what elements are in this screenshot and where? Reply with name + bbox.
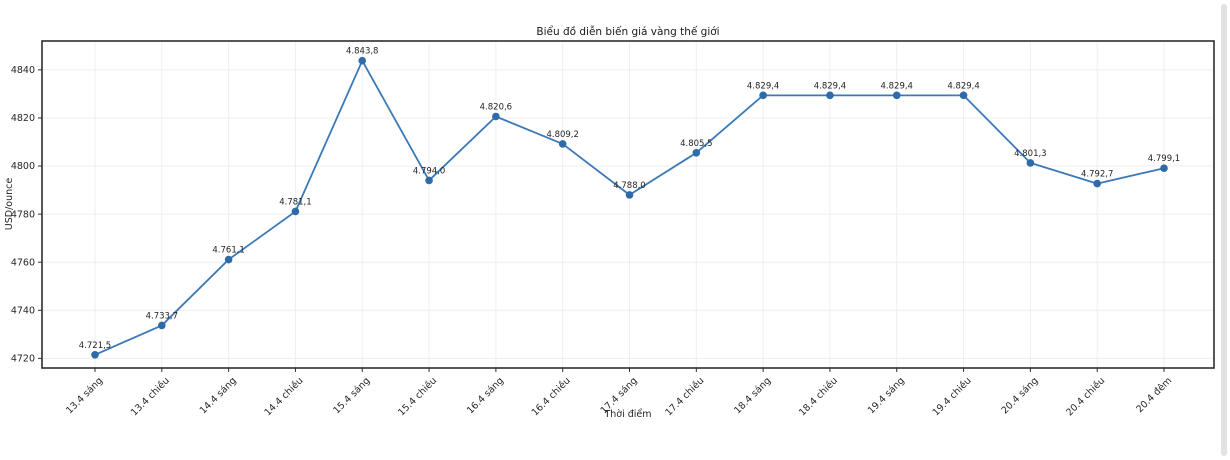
- data-point: [759, 91, 767, 100]
- x-tick-label: 16.4 sáng: [465, 375, 506, 416]
- data-point-label: 4.781,1: [279, 197, 311, 207]
- data-point: [1160, 164, 1168, 172]
- data-point: [158, 321, 166, 330]
- x-tick-label: 14.4 sáng: [198, 375, 239, 416]
- series-layer: [91, 56, 1168, 359]
- y-tick-label: 4840: [11, 65, 35, 76]
- data-point-label: 4.733,7: [146, 311, 178, 321]
- data-point: [425, 176, 433, 185]
- y-tick-label: 4800: [11, 161, 35, 172]
- data-point-label: 4.792,7: [1081, 170, 1113, 180]
- data-point-label: 4.829,4: [747, 81, 779, 91]
- data-point: [91, 350, 99, 359]
- scrollbar-track[interactable]: [1221, 4, 1228, 456]
- data-point-label: 4.761,1: [212, 246, 244, 256]
- y-tick-label: 4820: [11, 113, 35, 124]
- data-point-label: 4.820,6: [480, 102, 512, 112]
- plot-frame: [41, 40, 1215, 369]
- y-tick-label: 4780: [11, 209, 35, 220]
- x-tick-label: 13.4 chiều: [129, 375, 172, 418]
- data-point-label: 4.794,0: [413, 166, 445, 176]
- data-point: [492, 112, 500, 121]
- data-point-label: 4.721,5: [79, 341, 111, 351]
- data-point: [291, 207, 300, 216]
- data-point-label: 4.809,2: [546, 130, 578, 140]
- x-tick-label: 18.4 chiều: [797, 375, 840, 418]
- x-tick-label: 17.4 chiều: [663, 375, 706, 418]
- scrollbar-thumb[interactable]: [1221, 4, 1227, 456]
- data-point: [892, 91, 901, 100]
- data-point: [692, 149, 701, 157]
- data-point-label: 4.801,3: [1014, 149, 1046, 159]
- data-point-label: 4.829,4: [814, 81, 846, 91]
- data-point-label: 4.799,1: [1148, 154, 1180, 164]
- x-axis-title: Thời điểm: [603, 409, 651, 420]
- data-point-label: 4.829,4: [881, 81, 913, 91]
- x-tick-label: 20.4 chiều: [1064, 375, 1107, 418]
- data-point: [1093, 179, 1101, 188]
- y-tick-label: 4720: [11, 354, 35, 365]
- data-point-label: 4.843,8: [346, 47, 378, 57]
- data-point-label: 4.788,0: [613, 181, 645, 191]
- x-tick-label: 19.4 chiều: [931, 375, 974, 418]
- x-tick-label: 13.4 sáng: [64, 375, 105, 416]
- data-point: [625, 191, 634, 199]
- data-point: [558, 140, 567, 148]
- x-tick-label: 20.4 sáng: [999, 375, 1040, 416]
- x-tick-label: 19.4 sáng: [866, 375, 907, 416]
- data-point: [1026, 159, 1035, 167]
- value-labels-layer: 4.721,5 4.733,7 4.761,1 4.781,1 4.843,8 4.794…: [79, 47, 1180, 351]
- frame-layer: [41, 40, 1215, 369]
- y-tick-label: 4740: [11, 305, 35, 316]
- data-point-label: 4.829,4: [947, 81, 979, 91]
- data-point: [826, 91, 834, 100]
- x-tick-label: 20.4 đêm: [1134, 375, 1174, 415]
- x-tick-label: 15.4 sáng: [331, 375, 372, 416]
- x-tick-label: 14.4 chiều: [262, 375, 305, 418]
- chart-title: Biểu đồ diễn biến giá vàng thế giới: [536, 25, 719, 38]
- x-tick-label: 18.4 sáng: [732, 375, 773, 416]
- y-tick-label: 4760: [11, 257, 35, 268]
- data-point: [358, 56, 367, 65]
- data-point: [959, 91, 968, 100]
- x-tick-label: 15.4 chiều: [396, 375, 439, 418]
- data-point: [224, 255, 233, 264]
- grid-layer: [42, 41, 1214, 368]
- data-point-label: 4.805,5: [680, 139, 712, 149]
- x-tick-label: 16.4 chiều: [530, 375, 573, 418]
- y-axis-title: USD/ounce: [4, 178, 15, 231]
